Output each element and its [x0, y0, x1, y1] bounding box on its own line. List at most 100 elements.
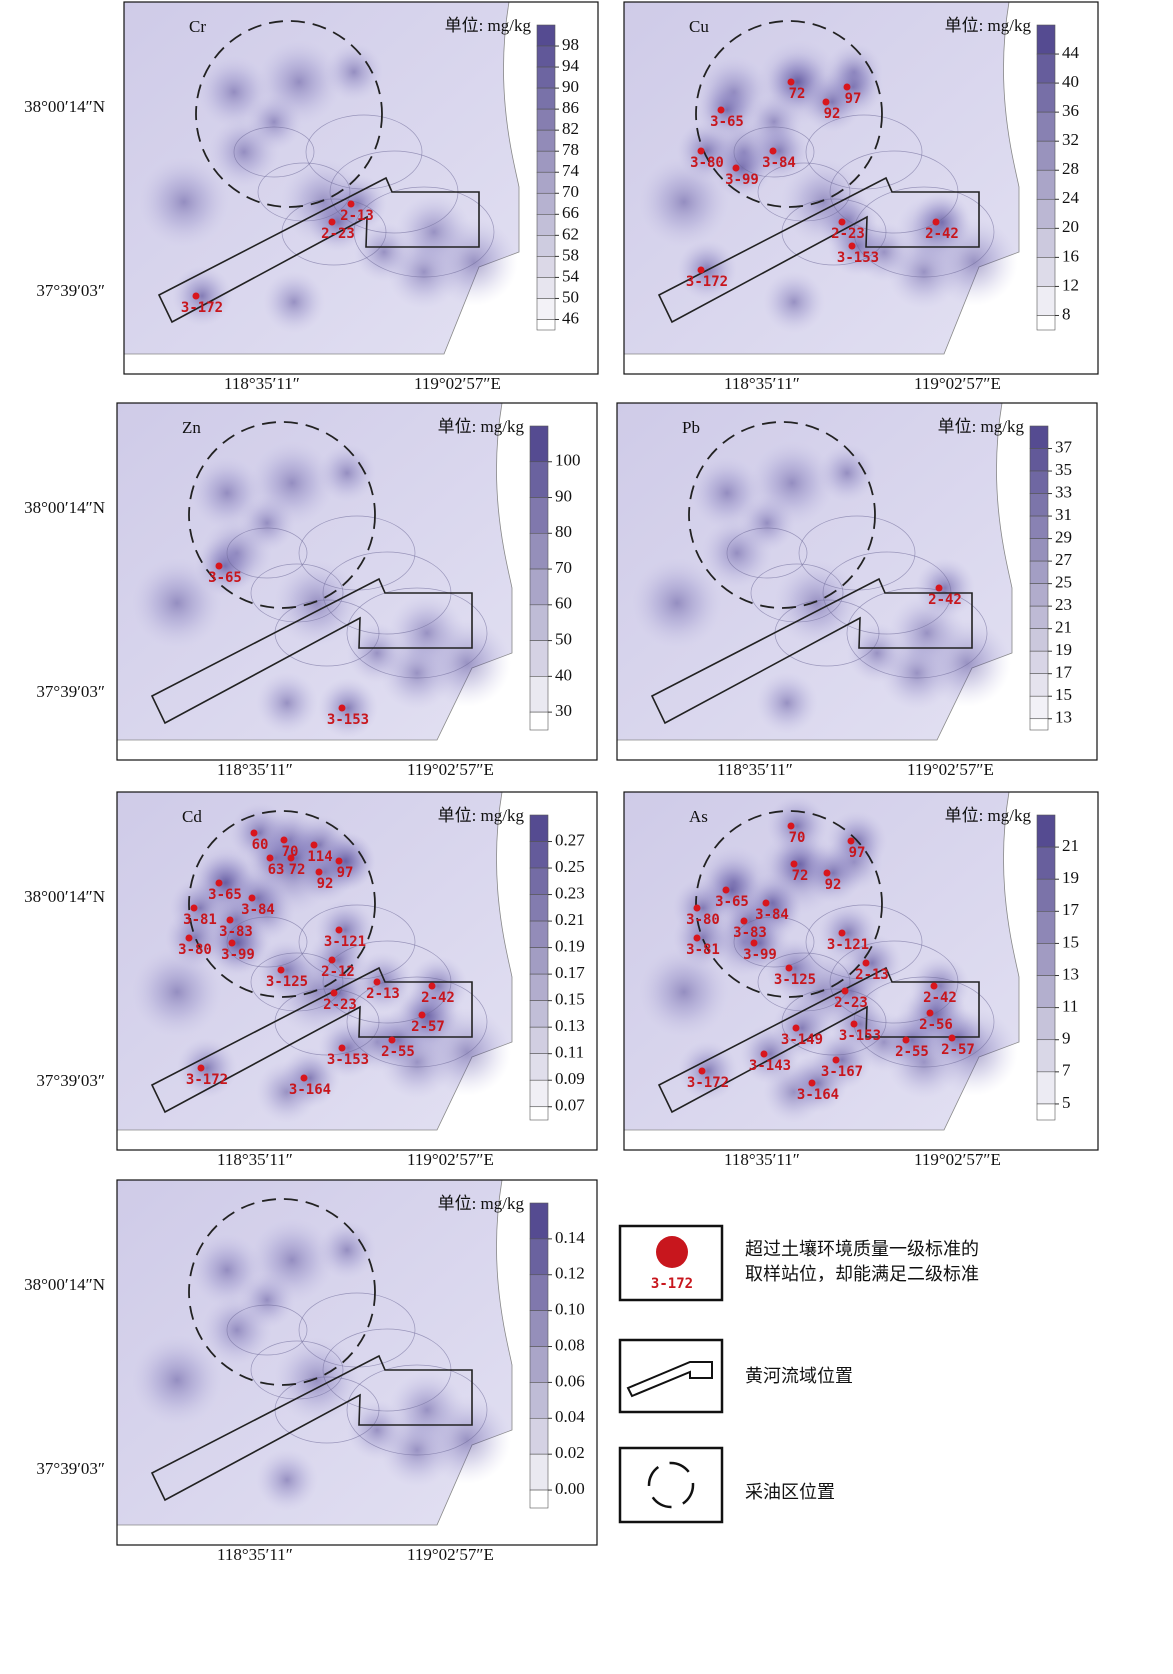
station-label: 3-99 [725, 172, 759, 188]
colorbar-label: 44 [1062, 43, 1080, 62]
colorbar-label: 0.04 [555, 1407, 585, 1426]
colorbar-segment [530, 1418, 548, 1454]
station-label: 3-164 [289, 1082, 331, 1098]
station-dot [788, 823, 795, 830]
station-dot [733, 165, 740, 172]
station-dot [770, 148, 777, 155]
station-label: 72 [789, 86, 806, 102]
lon-label: 118°35′11″ [217, 760, 293, 779]
station-label: 3-80 [178, 942, 212, 958]
colorbar-segment [530, 498, 548, 534]
station-dot [698, 267, 705, 274]
station-label: 3-143 [749, 1058, 791, 1074]
colorbar-segment [530, 1203, 548, 1239]
colorbar-label: 0.09 [555, 1069, 585, 1088]
legend [620, 1226, 722, 1522]
lat-label: 38°00′14″N [24, 887, 105, 906]
colorbar-segment [1037, 1104, 1055, 1120]
station-label: 3-172 [687, 1075, 729, 1091]
colorbar-label: 28 [1062, 159, 1079, 178]
colorbar-segment [1037, 315, 1055, 330]
station-dot [793, 1025, 800, 1032]
colorbar-label: 15 [1062, 932, 1079, 951]
station-label: 3-80 [690, 155, 724, 171]
colorbar-segment [1030, 584, 1048, 607]
station-label: 97 [849, 845, 866, 861]
colorbar-segment [1030, 494, 1048, 517]
colorbar-label: 0.17 [555, 963, 585, 982]
map-panel: Cd0.270.250.230.210.190.170.150.130.110.… [24, 792, 597, 1169]
colorbar-label: 0.00 [555, 1479, 585, 1498]
figure: Cr9894908682787470666258545046单位: mg/kg2… [0, 0, 1173, 1669]
station-dot [823, 99, 830, 106]
colorbar-segment [530, 948, 548, 975]
contour-blob [318, 444, 376, 502]
map-panel: 0.140.120.100.080.060.040.020.00单位: mg/k… [24, 1180, 597, 1564]
colorbar-label: 25 [1055, 573, 1072, 592]
contour-blob [263, 271, 325, 333]
station-label: 2-13 [340, 208, 374, 224]
station-label: 97 [845, 91, 862, 107]
colorbar-segment [1037, 1008, 1055, 1040]
colorbar-segment [530, 815, 548, 842]
colorbar-segment [537, 277, 555, 298]
station-dot [374, 979, 381, 986]
station-label: 2-42 [925, 226, 959, 242]
station-dot [931, 983, 938, 990]
colorbar-segment [530, 1001, 548, 1028]
station-dot [699, 1068, 706, 1075]
colorbar-label: 50 [555, 629, 572, 648]
lon-label: 119°02′57″E [914, 1150, 1001, 1169]
colorbar-label: 40 [1062, 72, 1079, 91]
station-label: 2-42 [421, 990, 455, 1006]
colorbar-label: 13 [1055, 708, 1072, 727]
unit-label: 单位: mg/kg [438, 806, 525, 825]
colorbar-segment [1037, 257, 1055, 286]
station-label: 70 [789, 830, 806, 846]
station-dot [389, 1037, 396, 1044]
station-label: 3-99 [221, 947, 255, 963]
colorbar-segment [1037, 879, 1055, 911]
colorbar-segment [1037, 286, 1055, 315]
station-dot [839, 219, 846, 226]
station-dot [936, 585, 943, 592]
legend-circle-icon [649, 1463, 693, 1507]
colorbar-label: 0.21 [555, 910, 585, 929]
station-label: 92 [825, 877, 842, 893]
colorbar-label: 90 [562, 77, 579, 96]
colorbar-segment [530, 1080, 548, 1107]
colorbar-label: 60 [555, 594, 572, 613]
station-label: 2-55 [381, 1044, 415, 1060]
station-label: 3-153 [839, 1028, 881, 1044]
station-label: 3-172 [186, 1072, 228, 1088]
contour-blob [256, 672, 318, 734]
station-label: 114 [307, 849, 332, 865]
colorbar-segment [1030, 696, 1048, 719]
station-dot [229, 940, 236, 947]
station-dot [336, 858, 343, 865]
colorbar-segment [1037, 228, 1055, 257]
station-dot [339, 705, 346, 712]
station-dot [329, 957, 336, 964]
colorbar-segment [530, 1027, 548, 1054]
station-dot [863, 960, 870, 967]
colorbar-label: 30 [555, 701, 572, 720]
station-label: 97 [337, 865, 354, 881]
station-label: 2-42 [928, 592, 962, 608]
station-dot [329, 219, 336, 226]
station-label: 2-13 [366, 986, 400, 1002]
station-dot [267, 855, 274, 862]
colorbar-segment [530, 1454, 548, 1490]
station-label: 3-84 [241, 902, 275, 918]
colorbar-segment [530, 462, 548, 498]
station-label: 2-23 [321, 226, 355, 242]
colorbar-segment [1037, 54, 1055, 83]
colorbar-label: 62 [562, 224, 579, 243]
station-label: 3-81 [183, 912, 217, 928]
colorbar-label: 27 [1055, 550, 1073, 569]
colorbar-segment [1030, 651, 1048, 674]
colorbar-segment [537, 88, 555, 109]
station-dot [824, 870, 831, 877]
station-label: 3-149 [781, 1032, 823, 1048]
station-dot [723, 887, 730, 894]
